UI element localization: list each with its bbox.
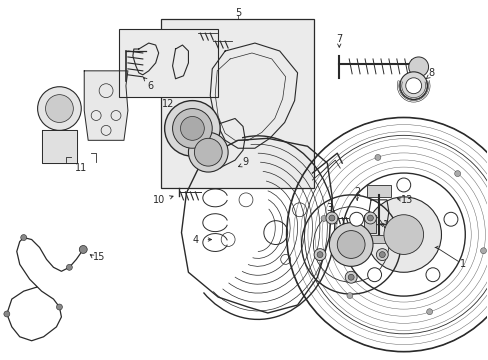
Circle shape	[367, 268, 381, 282]
Circle shape	[313, 249, 325, 261]
Circle shape	[20, 235, 27, 240]
Circle shape	[425, 268, 439, 282]
Text: 1: 1	[459, 259, 466, 269]
Circle shape	[38, 87, 81, 130]
Circle shape	[164, 100, 220, 156]
Circle shape	[316, 252, 323, 258]
Circle shape	[399, 72, 427, 100]
Polygon shape	[41, 130, 77, 163]
Circle shape	[379, 252, 385, 258]
Circle shape	[79, 246, 87, 253]
Text: 9: 9	[242, 157, 247, 167]
Text: 12: 12	[162, 99, 174, 109]
Bar	[366, 185, 390, 197]
Circle shape	[346, 293, 352, 298]
Circle shape	[347, 274, 353, 280]
Bar	[364, 215, 375, 233]
Circle shape	[396, 178, 410, 192]
Text: 2: 2	[353, 187, 360, 197]
Circle shape	[374, 154, 380, 161]
Bar	[370, 235, 386, 243]
Circle shape	[328, 223, 372, 266]
Bar	[119, 29, 218, 96]
Circle shape	[45, 95, 73, 122]
Circle shape	[443, 212, 457, 226]
Text: 6: 6	[147, 81, 154, 91]
Circle shape	[408, 57, 427, 77]
Bar	[161, 19, 314, 188]
Circle shape	[366, 197, 441, 272]
Text: 8: 8	[427, 68, 434, 78]
Circle shape	[180, 117, 204, 140]
Circle shape	[188, 132, 228, 172]
Circle shape	[349, 212, 363, 226]
Circle shape	[328, 215, 334, 221]
Text: 7: 7	[335, 34, 342, 44]
Text: 15: 15	[93, 252, 105, 262]
Circle shape	[376, 249, 387, 261]
Text: 3: 3	[325, 203, 332, 213]
Circle shape	[4, 311, 10, 317]
Text: 14: 14	[382, 220, 394, 230]
Text: 5: 5	[234, 8, 241, 18]
Polygon shape	[84, 71, 128, 140]
Text: 13: 13	[400, 195, 412, 205]
Circle shape	[56, 304, 62, 310]
Circle shape	[366, 215, 373, 221]
Circle shape	[325, 212, 337, 224]
Circle shape	[426, 309, 432, 315]
Text: 10: 10	[152, 195, 164, 205]
Circle shape	[321, 215, 326, 221]
Circle shape	[383, 215, 423, 255]
Circle shape	[364, 212, 376, 224]
Circle shape	[66, 264, 72, 270]
Text: 11: 11	[75, 163, 87, 173]
Circle shape	[337, 231, 365, 258]
Circle shape	[172, 109, 212, 148]
Circle shape	[405, 78, 421, 94]
Circle shape	[194, 138, 222, 166]
Text: 4: 4	[192, 234, 198, 244]
Circle shape	[480, 248, 486, 254]
Circle shape	[454, 171, 460, 176]
Circle shape	[345, 271, 356, 283]
